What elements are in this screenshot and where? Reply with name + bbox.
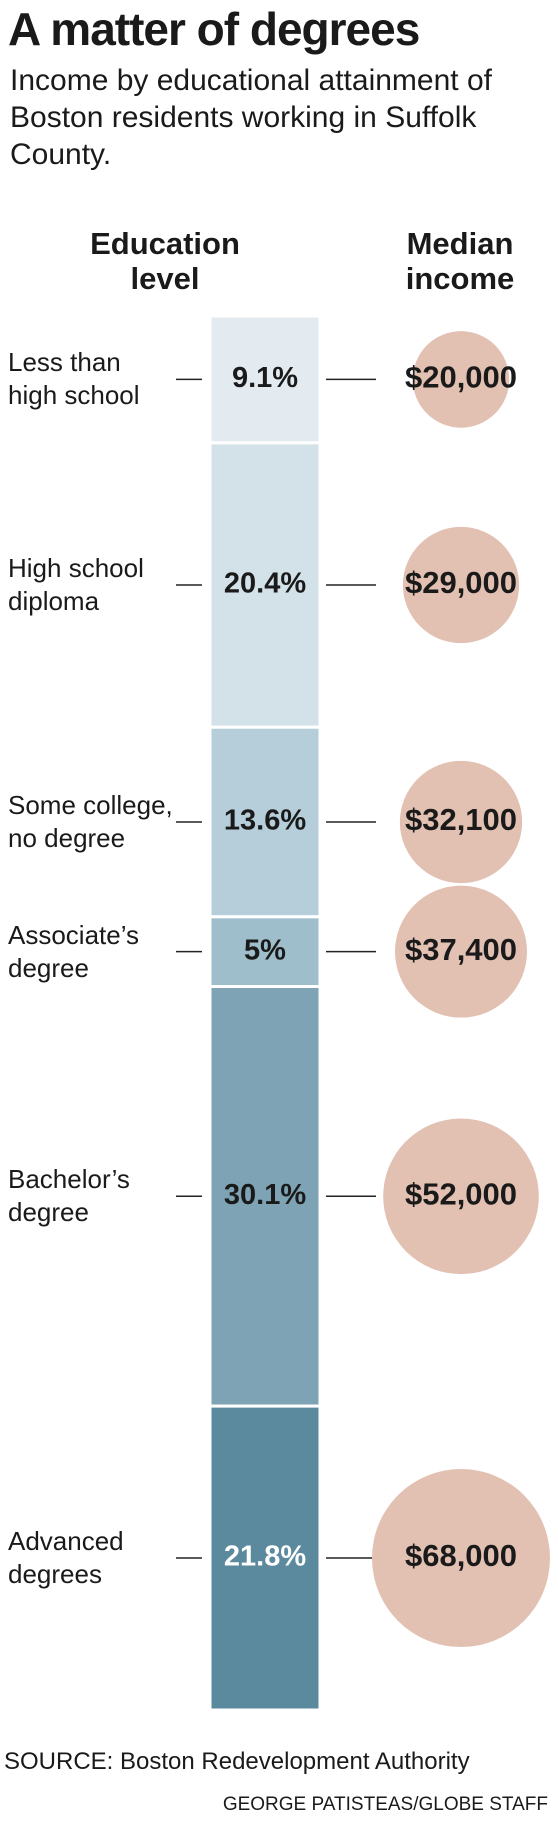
bar-segment bbox=[208, 314, 322, 445]
value-label: 9.1% bbox=[232, 362, 298, 394]
bar-segment bbox=[208, 441, 322, 729]
value-header: Median income bbox=[405, 226, 515, 296]
income-circle bbox=[383, 1118, 539, 1275]
category-label: High school diploma bbox=[8, 553, 144, 617]
category-label: Less than high school bbox=[8, 347, 140, 411]
income-label: $32,100 bbox=[405, 802, 517, 837]
category-label: Associate’s degree bbox=[8, 919, 140, 983]
category-label: Advanced degrees bbox=[8, 1526, 124, 1590]
income-circle bbox=[412, 331, 510, 428]
bar-segment bbox=[208, 1404, 322, 1712]
source: SOURCE: Boston Redevelopment Authority bbox=[4, 1748, 470, 1775]
value-label: 21.8% bbox=[224, 1541, 306, 1573]
income-label: $37,400 bbox=[405, 932, 517, 967]
category-header: Education level bbox=[90, 226, 240, 296]
income-label: $52,000 bbox=[405, 1176, 517, 1211]
value-label: 20.4% bbox=[224, 568, 306, 600]
income-circle bbox=[399, 760, 523, 884]
value-label: 13.6% bbox=[224, 805, 306, 837]
income-label: $29,000 bbox=[405, 565, 517, 600]
income-label: $68,000 bbox=[405, 1538, 517, 1573]
category-label: Bachelor’s degree bbox=[8, 1164, 130, 1228]
credit: GEORGE PATISTEAS/GLOBE STAFF bbox=[222, 1794, 548, 1815]
title: A matter of degrees bbox=[8, 3, 420, 55]
value-label: 30.1% bbox=[224, 1179, 306, 1211]
income-circle bbox=[394, 885, 528, 1018]
category-label: Some college, no degree bbox=[8, 790, 173, 854]
subtitle: Income by educational attainment of Bost… bbox=[10, 64, 492, 171]
value-label: 5% bbox=[244, 934, 286, 966]
bar-segment bbox=[208, 725, 322, 919]
income-label: $20,000 bbox=[405, 360, 517, 395]
bar-segment bbox=[208, 915, 322, 989]
income-circle bbox=[372, 1469, 550, 1648]
income-circle bbox=[402, 526, 520, 644]
